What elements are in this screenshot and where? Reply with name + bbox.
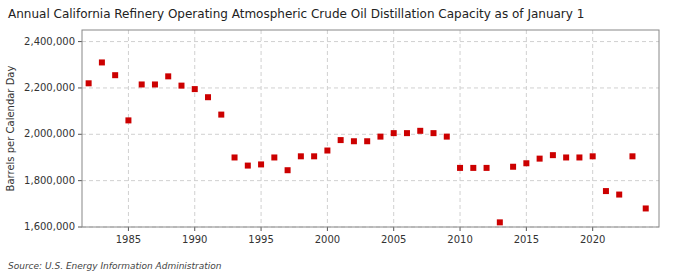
point <box>205 94 211 100</box>
point <box>576 154 582 160</box>
x-tick-label: 1995 <box>248 234 273 245</box>
y-tick <box>78 41 82 42</box>
y-grid-line <box>82 134 659 135</box>
point <box>643 205 649 211</box>
title: Annual California Refinery Operating Atm… <box>8 7 584 21</box>
point <box>271 154 277 160</box>
x-grid-line <box>393 30 394 227</box>
point <box>152 81 158 87</box>
point <box>431 130 437 136</box>
point <box>324 148 330 154</box>
point <box>523 160 529 166</box>
x-tick-label: 1985 <box>116 234 141 245</box>
point <box>444 134 450 140</box>
points <box>86 59 649 225</box>
point <box>99 59 105 65</box>
y-tick <box>78 134 82 135</box>
point <box>139 81 145 87</box>
y-tick <box>78 180 82 181</box>
point <box>550 152 556 158</box>
y-tick-label: 2,000,000 <box>24 128 75 139</box>
point <box>338 137 344 143</box>
point <box>537 156 543 162</box>
y-tick <box>78 227 82 228</box>
x-tick <box>592 227 593 231</box>
axes: 1,600,000 1,800,000 2,000,000 2,200,000 2,40… <box>24 36 605 245</box>
point <box>165 73 171 79</box>
x-tick <box>327 227 328 231</box>
x-grid-line <box>327 30 328 227</box>
x-tick <box>261 227 262 231</box>
y-tick-label: 1,800,000 <box>24 175 75 186</box>
x-tick <box>194 227 195 231</box>
point <box>629 153 635 159</box>
y-tick <box>78 87 82 88</box>
point <box>470 165 476 171</box>
x-tick-label: 2005 <box>381 234 406 245</box>
point <box>178 83 184 89</box>
x-grid-line <box>261 30 262 227</box>
y-axis-label: Barrels per Calendar Day <box>5 66 16 192</box>
point <box>218 112 224 118</box>
point <box>125 117 131 123</box>
point <box>298 153 304 159</box>
y-tick-label: 2,400,000 <box>24 36 75 47</box>
chart: 1,600,000 1,800,000 2,000,000 2,200,000 2,40… <box>0 0 675 275</box>
x-tick-label: 2020 <box>580 234 605 245</box>
point <box>232 154 238 160</box>
point <box>285 167 291 173</box>
point <box>616 192 622 198</box>
point <box>417 128 423 134</box>
grid <box>82 30 659 227</box>
point <box>603 188 609 194</box>
y-grid-line <box>82 87 659 88</box>
x-grid-line <box>128 30 129 227</box>
x-tick-label: 2010 <box>447 234 472 245</box>
y-tick-label: 1,600,000 <box>24 221 75 232</box>
plot-frame <box>82 30 659 227</box>
point <box>311 153 317 159</box>
point <box>112 72 118 78</box>
point <box>497 219 503 225</box>
point <box>86 80 92 86</box>
x-tick-label: 2015 <box>514 234 539 245</box>
x-tick <box>393 227 394 231</box>
point <box>590 153 596 159</box>
point <box>245 163 251 169</box>
point <box>351 138 357 144</box>
x-tick <box>128 227 129 231</box>
x-tick <box>460 227 461 231</box>
annotation: Source: U.S. Energy Information Administ… <box>8 261 222 271</box>
point <box>391 130 397 136</box>
y-tick-label: 2,200,000 <box>24 82 75 93</box>
x-grid-line <box>526 30 527 227</box>
point <box>563 154 569 160</box>
point <box>377 134 383 140</box>
x-grid-line <box>460 30 461 227</box>
x-tick <box>526 227 527 231</box>
point <box>510 164 516 170</box>
point <box>484 165 490 171</box>
point <box>192 86 198 92</box>
point <box>404 130 410 136</box>
plot-area <box>82 30 659 227</box>
x-tick-label: 2000 <box>315 234 340 245</box>
point <box>364 138 370 144</box>
x-grid-line <box>194 30 195 227</box>
y-grid-line <box>82 180 659 181</box>
x-tick-label: 1990 <box>182 234 207 245</box>
y-grid-line <box>82 41 659 42</box>
point <box>258 161 264 167</box>
point <box>457 165 463 171</box>
x-grid-line <box>592 30 593 227</box>
